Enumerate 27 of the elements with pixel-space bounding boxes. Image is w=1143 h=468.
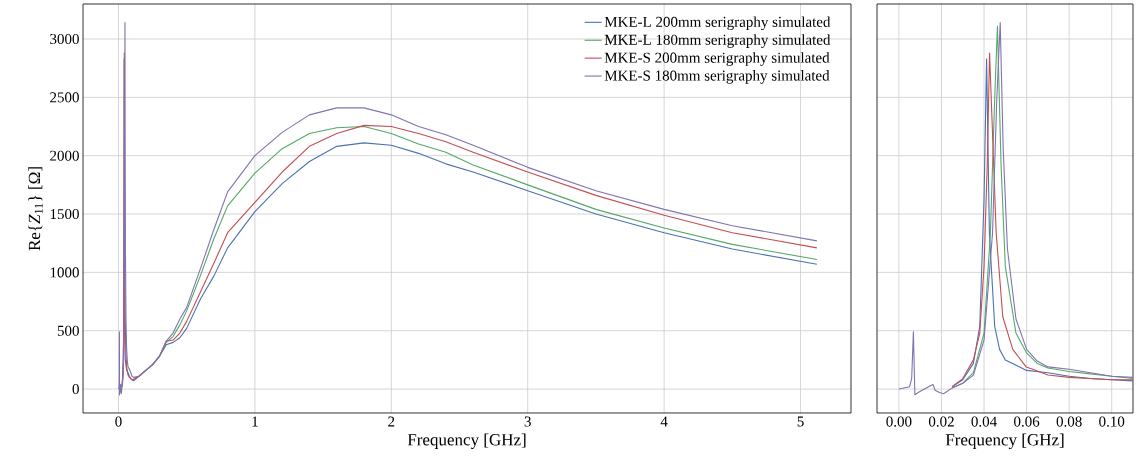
x-tick-label: 0 (115, 416, 122, 427)
y-tick-label: 2000 (50, 150, 79, 161)
x-tick-label: 5 (797, 416, 804, 427)
y-axis-title: Re{Z$_{11}$} [Ω] (28, 167, 43, 251)
x-tick-label: 4 (660, 416, 668, 427)
y-tick-label: 1000 (50, 267, 79, 278)
y-tick-label: 0 (72, 384, 79, 395)
x-tick-label: 1 (252, 416, 258, 427)
x-tick-label: 0.02 (928, 416, 954, 427)
y-tick-label: 1500 (50, 208, 79, 220)
y-tick-label: 3000 (50, 33, 79, 45)
x-tick-label: 0.04 (971, 416, 997, 427)
x-tick-label: 0.08 (1056, 416, 1082, 427)
x-tick-label: 0.00 (886, 416, 912, 427)
legend-label: MKE-L 180mm serigraphy simulated (604, 34, 831, 48)
line-series (132, 125, 818, 380)
x-tick-label: 3 (524, 416, 531, 427)
x-axis-title: Frequency [GHz] (407, 433, 526, 449)
x-tick-label: 0.06 (1014, 416, 1040, 427)
y-tick-label: 2500 (50, 92, 79, 103)
legend-label: MKE-S 180mm serigraphy simulated (604, 70, 830, 84)
x-axis-title: Frequency [GHz] (945, 433, 1064, 450)
x-tick-label: 0.10 (1099, 416, 1125, 427)
x-tick-label: 2 (388, 416, 395, 427)
y-tick-label: 500 (57, 325, 79, 336)
legend-label: MKE-L 200mm serigraphy simulated (604, 16, 831, 31)
legend-label: MKE-S 200mm serigraphy simulated (604, 52, 830, 66)
